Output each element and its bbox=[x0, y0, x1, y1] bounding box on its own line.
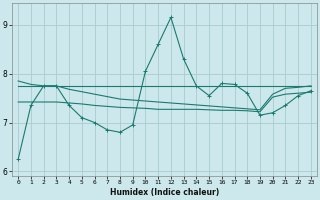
X-axis label: Humidex (Indice chaleur): Humidex (Indice chaleur) bbox=[110, 188, 219, 197]
